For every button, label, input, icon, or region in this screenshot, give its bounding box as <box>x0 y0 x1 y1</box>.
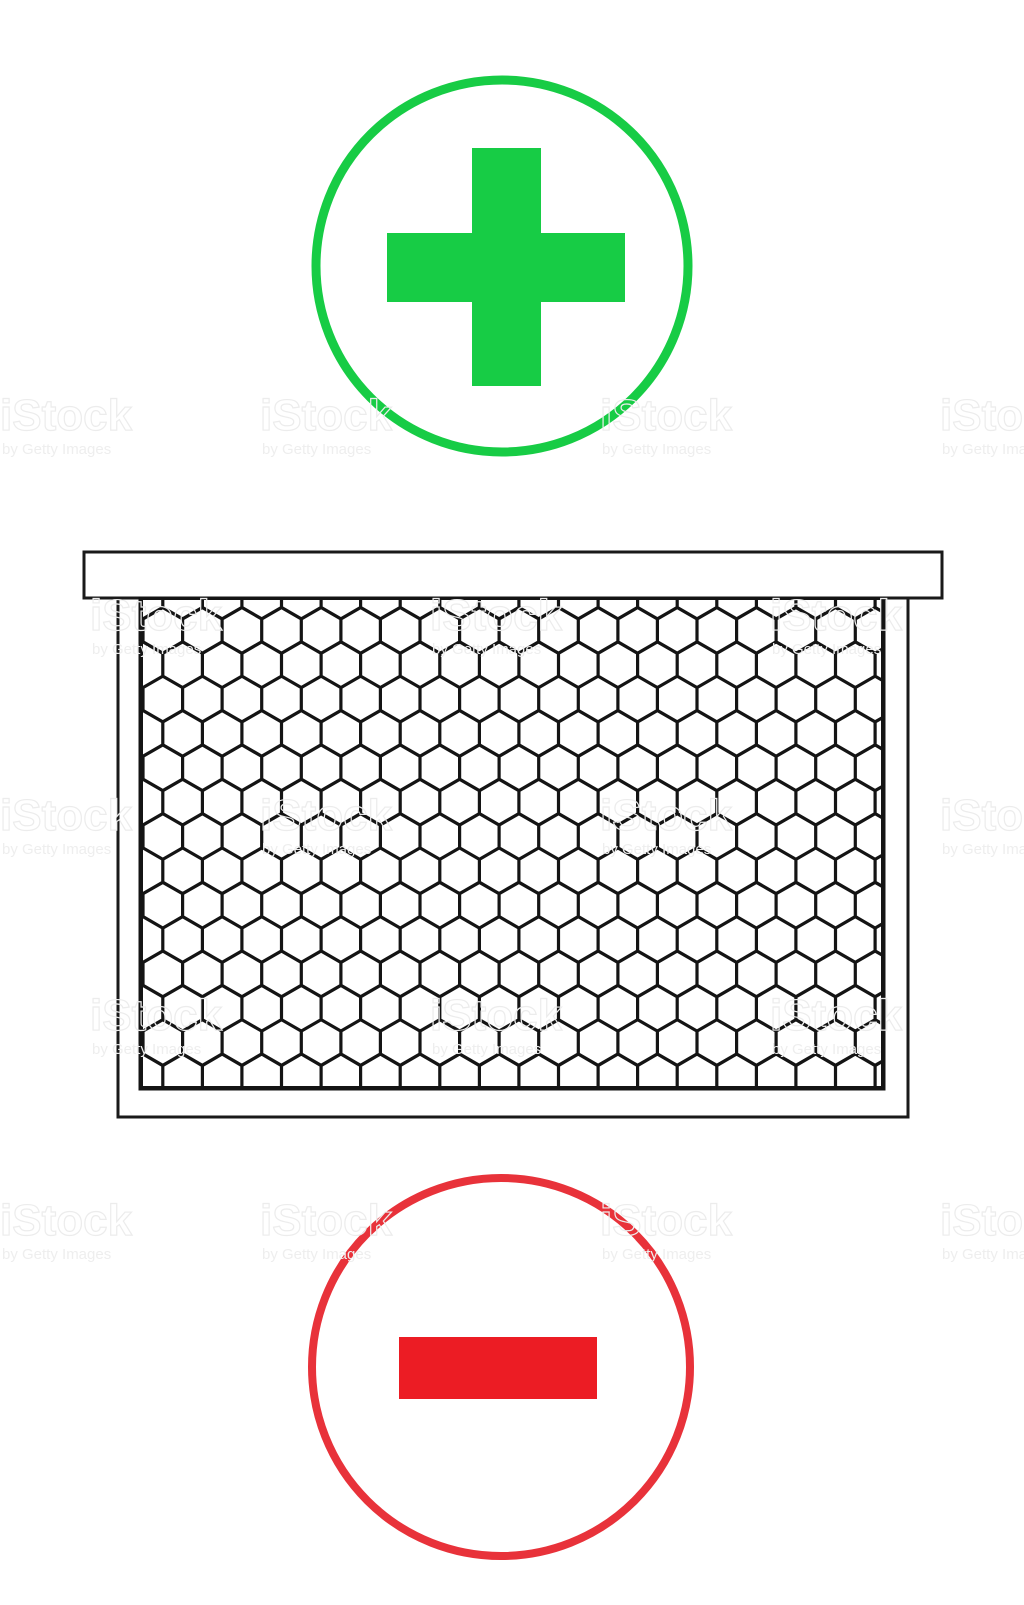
watermark-byline: by Getty Images <box>262 841 371 858</box>
watermark-brand: iStock <box>770 991 903 1040</box>
honeycomb-cell <box>935 745 974 790</box>
watermark-brand: iStock <box>600 1196 733 1245</box>
watermark-byline: by Getty Images <box>262 1246 371 1263</box>
minus-icon <box>399 1337 597 1399</box>
watermark-brand: iStock <box>770 591 903 640</box>
watermark-byline: by Getty Images <box>262 441 371 458</box>
watermark-brand: iStock <box>0 391 133 440</box>
watermark-brand: iStock <box>600 791 733 840</box>
watermark-byline: by Getty Images <box>942 1246 1024 1263</box>
watermark-brand: iStock <box>260 391 393 440</box>
watermark-byline: by Getty Images <box>942 841 1024 858</box>
honeycomb-cell <box>915 642 954 687</box>
watermark-byline: by Getty Images <box>772 1041 881 1058</box>
watermark-byline: by Getty Images <box>942 441 1024 458</box>
watermark-brand: iStock <box>0 1196 133 1245</box>
honeycomb-cell <box>955 711 994 756</box>
watermark-brand: iStock <box>940 1196 1024 1245</box>
honeycomb-cell <box>915 1054 954 1099</box>
watermark-byline: by Getty Images <box>432 641 541 658</box>
honeycomb-cell <box>955 917 994 962</box>
watermark-byline: by Getty Images <box>92 1041 201 1058</box>
honeycomb-cell <box>915 917 954 962</box>
honeycomb-cell <box>974 745 1013 790</box>
watermark-brand: iStock <box>430 991 563 1040</box>
honeycomb-cell <box>974 883 1013 928</box>
watermark-brand: iStock <box>940 791 1024 840</box>
honeycomb-cell <box>974 1020 1013 1065</box>
watermark-byline: by Getty Images <box>2 1246 111 1263</box>
watermark-byline: by Getty Images <box>602 1246 711 1263</box>
watermark-brand: iStock <box>0 791 133 840</box>
watermark-byline: by Getty Images <box>602 441 711 458</box>
watermark-brand: iStock <box>940 391 1024 440</box>
honeycomb-cell <box>955 574 994 619</box>
honeycomb-cell <box>935 951 974 996</box>
watermark-brand: iStock <box>90 591 223 640</box>
honeycomb-cell <box>935 1089 974 1134</box>
watermark-byline: by Getty Images <box>602 841 711 858</box>
watermark-brand: iStock <box>600 391 733 440</box>
honeycomb-cell <box>935 677 974 722</box>
watermark-brand: iStock <box>260 1196 393 1245</box>
watermark-byline: by Getty Images <box>772 641 881 658</box>
watermark-brand: iStock <box>260 791 393 840</box>
honeycomb-cell <box>974 1089 1013 1134</box>
honeycomb-cell <box>915 986 954 1031</box>
honeycomb-cell <box>955 642 994 687</box>
watermark-byline: by Getty Images <box>2 841 111 858</box>
honeycomb-cell <box>955 986 994 1031</box>
watermark-byline: by Getty Images <box>2 441 111 458</box>
honeycomb-cell <box>955 1054 994 1099</box>
honeycomb-cell <box>935 883 974 928</box>
watermark-byline: by Getty Images <box>432 1041 541 1058</box>
honeycomb-cell <box>935 608 974 653</box>
honeycomb-cell <box>974 608 1013 653</box>
honeycomb-cell <box>974 951 1013 996</box>
watermark-brand: iStock <box>430 591 563 640</box>
honeycomb-cell <box>974 677 1013 722</box>
honeycomb-cell <box>935 1020 974 1065</box>
watermark-byline: by Getty Images <box>92 641 201 658</box>
watermark-brand: iStock <box>90 991 223 1040</box>
honeycomb-cell <box>915 711 954 756</box>
